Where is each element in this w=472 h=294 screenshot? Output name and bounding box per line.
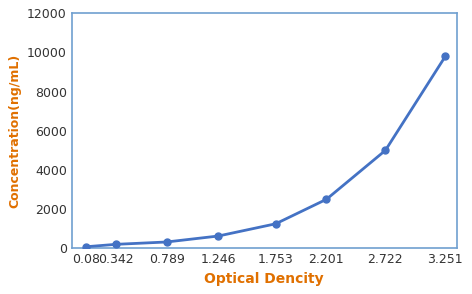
X-axis label: Optical Dencity: Optical Dencity — [204, 272, 324, 286]
Y-axis label: Concentration(ng/mL): Concentration(ng/mL) — [8, 54, 21, 208]
